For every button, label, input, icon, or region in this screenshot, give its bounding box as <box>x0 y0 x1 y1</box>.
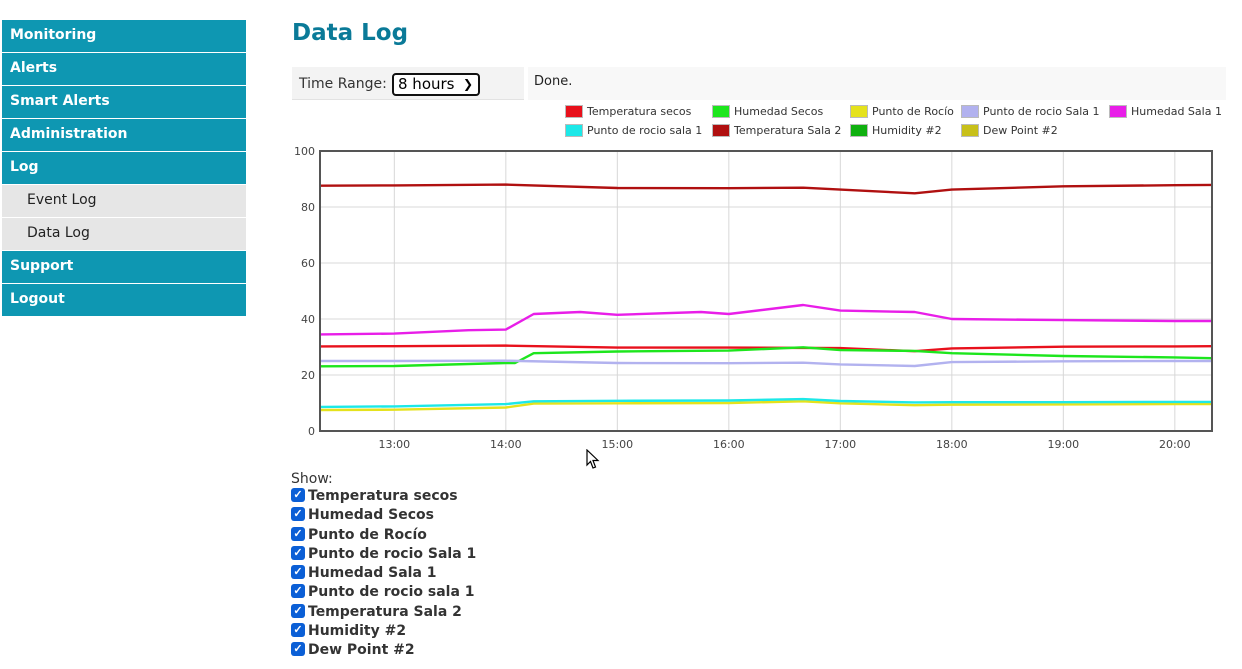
y-tick-label: 60 <box>301 257 315 270</box>
show-label: Show: <box>291 471 333 487</box>
checkbox-checked-icon[interactable]: ✓ <box>291 545 305 560</box>
x-tick-label: 15:00 <box>601 438 633 451</box>
legend-label: Punto de rocio Sala 1 <box>983 105 1100 118</box>
y-tick-label: 40 <box>301 313 315 326</box>
series-line-punto-de-roc-o <box>319 400 1212 412</box>
nav-monitoring[interactable]: Monitoring <box>2 20 246 53</box>
status-text: Done. <box>528 67 1226 100</box>
time-range-select[interactable]: 8 hours ❯ <box>392 73 480 96</box>
checkbox-checked-icon[interactable]: ✓ <box>291 642 305 657</box>
legend-swatch <box>961 124 979 137</box>
series-toggle-label: Punto de Rocío <box>308 526 427 543</box>
nav-alerts[interactable]: Alerts <box>2 53 246 86</box>
legend-swatch <box>712 124 730 137</box>
series-toggle-label: Humidity #2 <box>308 623 407 640</box>
x-tick-label: 14:00 <box>490 438 522 451</box>
legend-swatch <box>1109 105 1127 118</box>
mouse-cursor-icon <box>586 449 600 469</box>
x-tick-label: 13:00 <box>378 438 410 451</box>
legend-swatch <box>850 105 868 118</box>
time-range-bar: Time Range: 8 hours ❯ Done. <box>292 67 1226 100</box>
legend-label: Humedad Sala 1 <box>1131 105 1222 118</box>
legend-label: Humedad Secos <box>734 105 824 118</box>
time-range-label: Time Range: <box>299 76 387 92</box>
y-tick-label: 100 <box>294 145 315 158</box>
nav-support[interactable]: Support <box>2 251 246 284</box>
checkbox-checked-icon[interactable]: ✓ <box>291 488 305 502</box>
checkbox-checked-icon[interactable]: ✓ <box>291 623 305 638</box>
legend-label: Punto de Rocío <box>872 105 954 118</box>
sidebar-nav: Monitoring Alerts Smart Alerts Administr… <box>2 20 246 317</box>
y-tick-label: 0 <box>308 425 315 438</box>
legend-label: Temperatura secos <box>587 105 692 118</box>
series-line-punto-de-rocio-sala-1 <box>320 359 1212 368</box>
page-title: Data Log <box>292 20 409 46</box>
nav-administration[interactable]: Administration <box>2 119 246 152</box>
nav-event-log[interactable]: Event Log <box>2 185 246 218</box>
series-toggle-label: Temperatura Sala 2 <box>308 603 462 620</box>
checkbox-checked-icon[interactable]: ✓ <box>291 526 305 541</box>
legend-label: Temperatura Sala 2 <box>734 124 842 137</box>
checkbox-checked-icon[interactable]: ✓ <box>291 603 305 618</box>
x-tick-label: 18:00 <box>936 438 968 451</box>
y-tick-label: 80 <box>301 201 315 214</box>
plot-border <box>319 150 1213 432</box>
checkbox-checked-icon[interactable]: ✓ <box>291 565 305 580</box>
plot-background <box>320 151 1212 431</box>
x-tick-label: 17:00 <box>824 438 856 451</box>
legend-label: Punto de rocio sala 1 <box>587 124 703 137</box>
checkbox-checked-icon[interactable]: ✓ <box>291 584 305 599</box>
y-tick-label: 20 <box>301 369 315 382</box>
series-line-humedad-sala-1 <box>319 303 1212 336</box>
legend-swatch <box>565 124 583 137</box>
series-line-punto-de-rocio-sala-1 <box>319 397 1212 409</box>
series-line-temperatura-sala-2 <box>319 183 1213 195</box>
series-toggle-label: Dew Point #2 <box>308 642 415 659</box>
time-range-value: 8 hours <box>398 75 455 93</box>
nav-data-log[interactable]: Data Log <box>2 218 246 251</box>
series-toggle-label: Punto de rocio sala 1 <box>308 584 475 601</box>
series-toggle-label: Punto de rocio Sala 1 <box>308 545 477 562</box>
legend-label: Dew Point #2 <box>983 124 1058 137</box>
time-range-cell: Time Range: 8 hours ❯ <box>292 67 524 100</box>
legend-swatch <box>565 105 583 118</box>
x-tick-label: 16:00 <box>713 438 745 451</box>
x-tick-label: 19:00 <box>1047 438 1079 451</box>
series-toggle-label: Temperatura secos <box>308 488 458 504</box>
chevron-down-icon: ❯ <box>462 77 473 91</box>
series-toggle-label: Humedad Secos <box>308 507 434 524</box>
legend-label: Humidity #2 <box>872 124 942 137</box>
series-line-humedad-secos <box>319 346 1213 368</box>
legend-swatch <box>961 105 979 118</box>
x-tick-label: 20:00 <box>1159 438 1191 451</box>
data-log-chart: 0 20 40 60 80 100 13:00 14:00 15:00 16:00 17:00 18:… <box>294 145 1213 451</box>
legend-swatch <box>850 124 868 137</box>
nav-smart-alerts[interactable]: Smart Alerts <box>2 86 246 119</box>
legend-swatch <box>712 105 730 118</box>
nav-logout[interactable]: Logout <box>2 284 246 317</box>
nav-log[interactable]: Log <box>2 152 246 185</box>
series-line-temperatura-secos <box>319 344 1213 353</box>
checkbox-checked-icon[interactable]: ✓ <box>291 507 305 522</box>
series-toggle-label: Humedad Sala 1 <box>308 565 437 582</box>
